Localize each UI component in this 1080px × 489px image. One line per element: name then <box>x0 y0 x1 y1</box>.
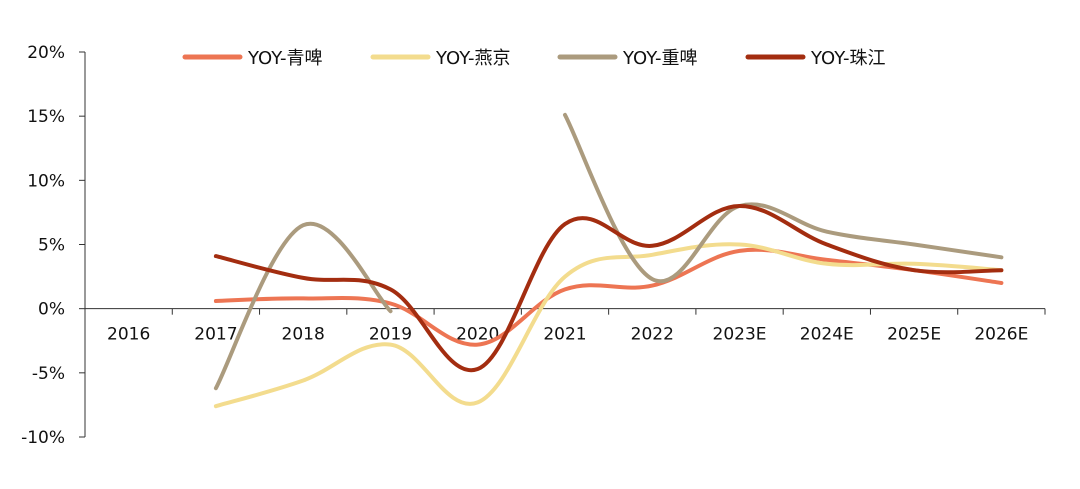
legend-item: YOY-重啤 <box>557 48 698 69</box>
legend-label: YOY-珠江 <box>810 48 886 69</box>
x-tick-label: 2017 <box>194 325 237 345</box>
y-tick-label: -5% <box>32 364 65 384</box>
legend: YOY-青啤 YOY-燕京 YOY-重啤 YOY-珠江 <box>182 48 886 69</box>
x-tick-label: 2024E <box>800 325 854 345</box>
series-3 <box>213 203 1004 373</box>
legend-item: YOY-青啤 <box>182 48 323 69</box>
x-tick-label: 2023E <box>713 325 767 345</box>
y-tick-label: 5% <box>38 236 65 256</box>
series-line <box>213 203 1004 373</box>
y-tick-label: 0% <box>38 300 65 320</box>
x-tick-label: 2018 <box>282 325 325 345</box>
series-line <box>213 221 393 391</box>
y-tick-label: 20% <box>27 43 65 63</box>
legend-label: YOY-重啤 <box>622 48 698 69</box>
y-tick-label: -10% <box>21 428 65 448</box>
series-1 <box>213 242 1004 409</box>
legend-label: YOY-燕京 <box>435 48 511 69</box>
legend-item: YOY-珠江 <box>745 48 886 69</box>
series-line <box>563 112 1004 284</box>
legend-label: YOY-青啤 <box>247 48 323 69</box>
x-tick-label: 2020 <box>456 325 499 345</box>
x-tick-label: 2021 <box>543 325 586 345</box>
legend-item: YOY-燕京 <box>370 48 511 69</box>
series-line <box>213 242 1004 409</box>
series-2 <box>213 112 1004 391</box>
chart-axes: -10% -5% 0% 5% 10% 15% 20% 2016 2017 2018 2019 2020… <box>21 43 1046 448</box>
x-tick-label: 2022 <box>631 325 674 345</box>
x-tick-label: 2026E <box>974 325 1028 345</box>
x-tick-label: 2019 <box>369 325 412 345</box>
x-tick-label: 2025E <box>887 325 941 345</box>
series-layer <box>213 112 1004 409</box>
y-tick-label: 15% <box>27 107 65 127</box>
y-tick-label: 10% <box>27 171 65 191</box>
x-tick-label: 2016 <box>107 325 150 345</box>
